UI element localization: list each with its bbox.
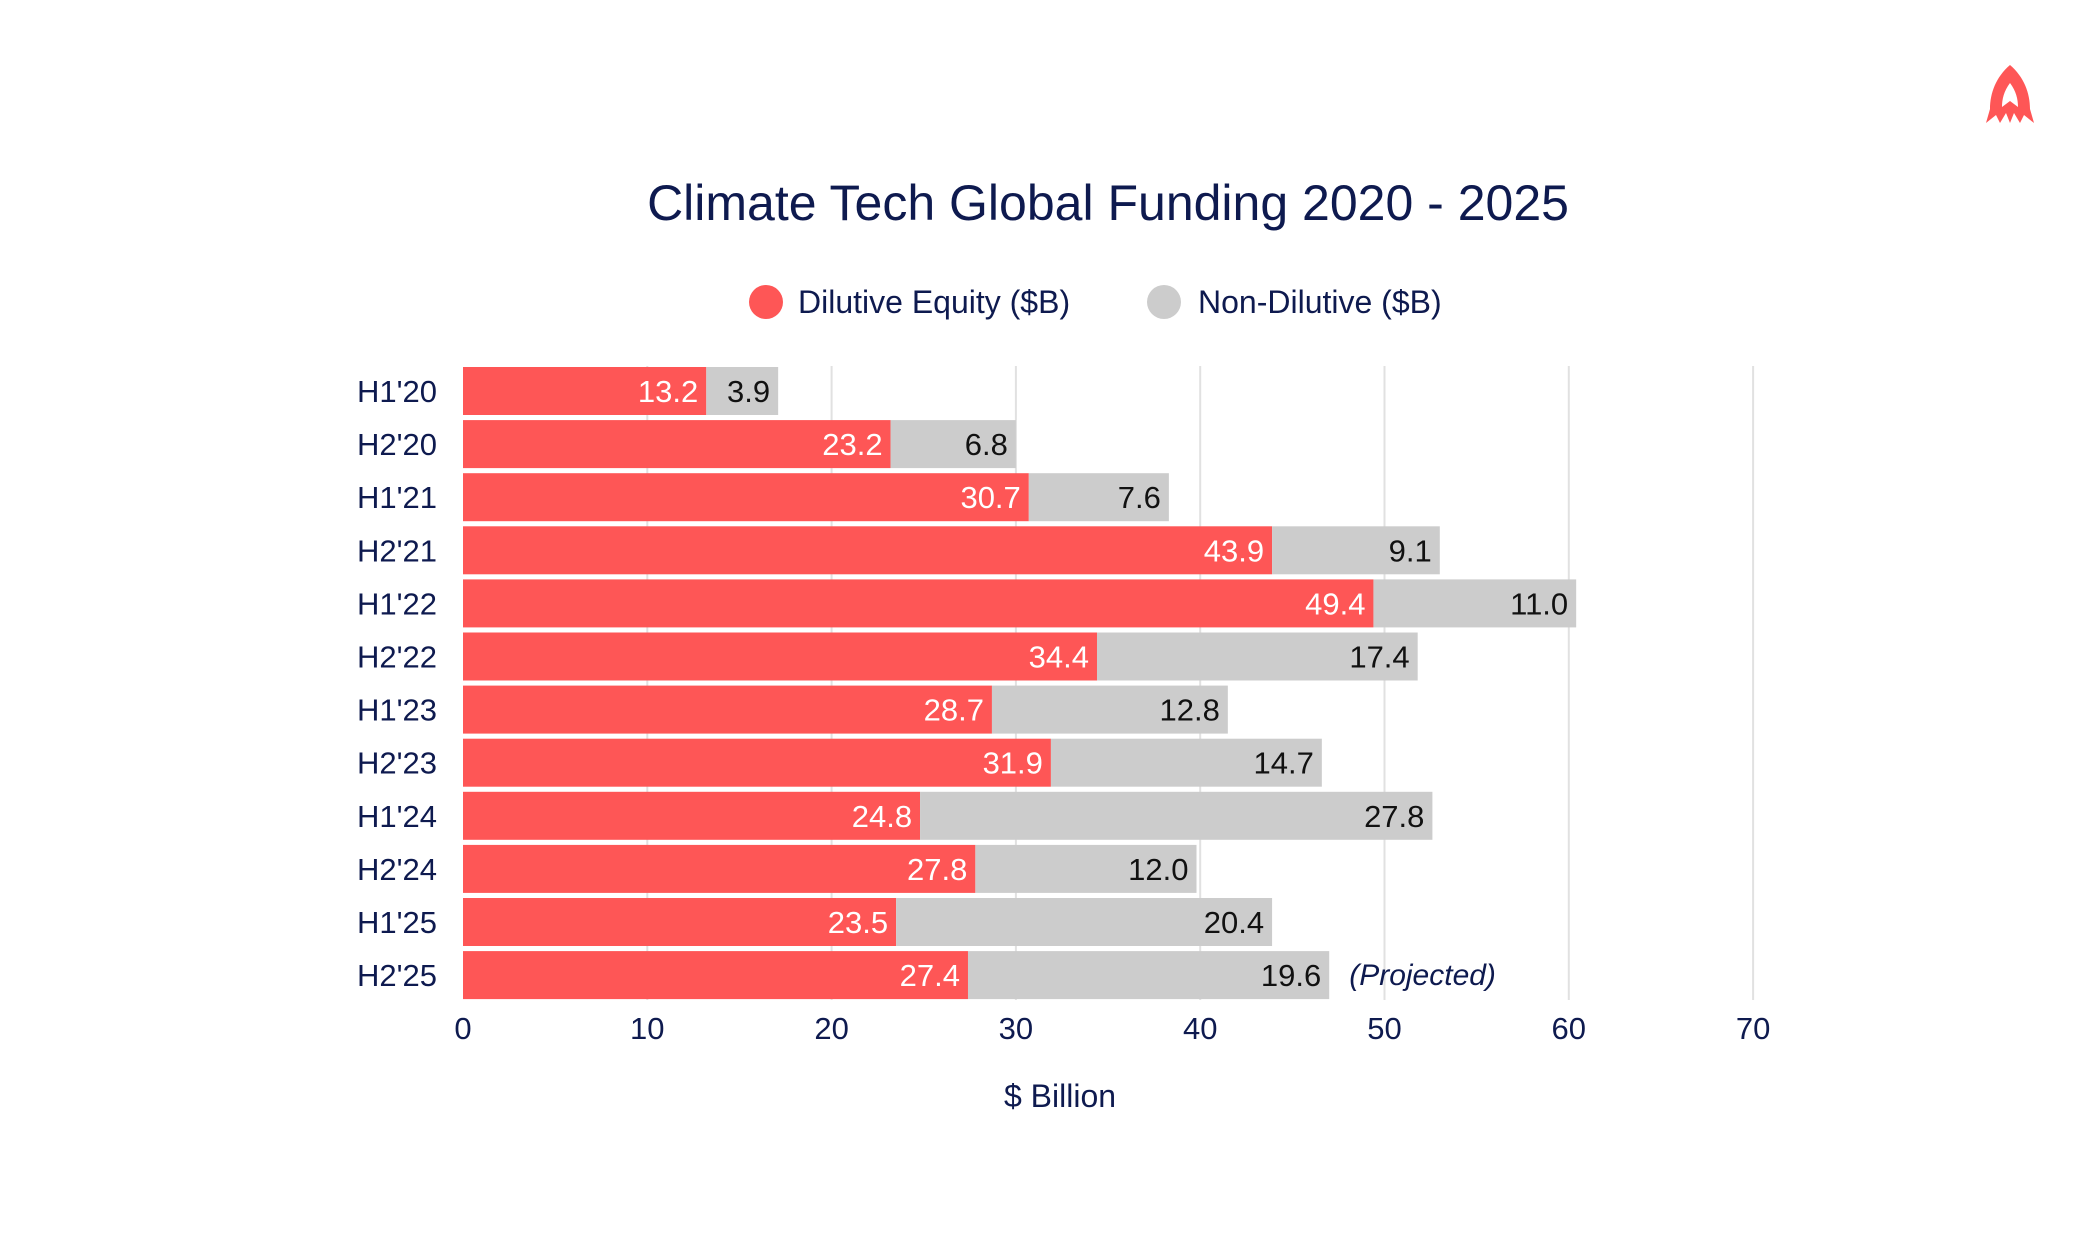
chart-title: Climate Tech Global Funding 2020 - 2025: [647, 175, 1569, 231]
bars: [463, 367, 1577, 1000]
category-label: H1'22: [357, 586, 437, 621]
value-label-non-dilutive: 27.8: [1364, 799, 1424, 834]
bar-non-dilutive[interactable]: [890, 420, 1016, 469]
category-label: H1'25: [357, 905, 437, 940]
value-label-non-dilutive: 19.6: [1261, 958, 1321, 993]
legend-label-dilutive: Dilutive Equity ($B): [798, 284, 1070, 320]
category-label: H1'23: [357, 693, 437, 728]
category-label: H2'22: [357, 640, 437, 675]
y-axis-categories: H1'20 H2'20 H1'21 H2'21 H1'22 H2'22 H1'23 H2'23…: [357, 374, 437, 993]
bar-non-dilutive[interactable]: [1272, 526, 1440, 575]
category-label: H2'23: [357, 746, 437, 781]
value-label-dilutive: 23.2: [822, 427, 882, 462]
x-axis-ticks: 0 10 20 30 40 50 60 70: [454, 1011, 1770, 1046]
x-tick-label: 30: [999, 1011, 1033, 1046]
value-label-non-dilutive: 9.1: [1389, 533, 1432, 568]
value-label-dilutive: 31.9: [983, 746, 1043, 781]
bar-dilutive[interactable]: [463, 738, 1051, 787]
bar-dilutive[interactable]: [463, 579, 1374, 628]
value-label-dilutive: 24.8: [852, 799, 912, 834]
x-tick-label: 70: [1736, 1011, 1770, 1046]
value-label-dilutive: 49.4: [1305, 586, 1365, 621]
category-label: H2'20: [357, 427, 437, 462]
brand-logo: [1986, 65, 2034, 123]
bar-non-dilutive[interactable]: [706, 367, 779, 415]
bar-non-dilutive[interactable]: [1050, 738, 1322, 787]
value-label-non-dilutive: 17.4: [1349, 640, 1409, 675]
category-label: H1'21: [357, 480, 437, 515]
x-tick-label: 20: [814, 1011, 848, 1046]
value-label-dilutive: 23.5: [828, 905, 888, 940]
category-label: H2'25: [357, 958, 437, 993]
gridlines: [646, 366, 1755, 1000]
value-label-non-dilutive: 14.7: [1253, 746, 1313, 781]
value-label-non-dilutive: 6.8: [965, 427, 1008, 462]
value-label-non-dilutive: 12.0: [1128, 852, 1188, 887]
value-label-dilutive: 27.4: [900, 958, 960, 993]
value-label-dilutive: 28.7: [924, 693, 984, 728]
value-label-dilutive: 43.9: [1204, 533, 1264, 568]
bar-non-dilutive[interactable]: [1373, 579, 1577, 628]
value-label-non-dilutive: 12.8: [1160, 693, 1220, 728]
bar-dilutive[interactable]: [463, 367, 707, 415]
bar-dilutive[interactable]: [463, 526, 1273, 575]
legend: Dilutive Equity ($B) Non-Dilutive ($B): [749, 284, 1442, 320]
legend-item-non-dilutive[interactable]: Non-Dilutive ($B): [1147, 284, 1442, 320]
bar-dilutive[interactable]: [463, 685, 992, 734]
value-label-dilutive: 27.8: [907, 852, 967, 887]
category-label: H1'20: [357, 374, 437, 409]
legend-label-non-dilutive: Non-Dilutive ($B): [1198, 284, 1442, 320]
bar-dilutive[interactable]: [463, 898, 897, 946]
category-label: H2'21: [357, 533, 437, 568]
x-tick-label: 0: [454, 1011, 471, 1046]
value-label-non-dilutive: 3.9: [727, 374, 770, 409]
value-label-non-dilutive: 20.4: [1204, 905, 1264, 940]
value-label-dilutive: 34.4: [1029, 640, 1089, 675]
category-label: H1'24: [357, 799, 437, 834]
bar-dilutive[interactable]: [463, 951, 968, 1000]
bar-non-dilutive[interactable]: [896, 898, 1273, 946]
bar-dilutive[interactable]: [463, 791, 921, 840]
x-tick-label: 40: [1183, 1011, 1217, 1046]
value-labels: 13.2 3.9 23.2 6.8 30.7 7.6 43.9 9.1 49.4 11.0 34.4…: [638, 374, 1568, 993]
legend-marker-non-dilutive: [1147, 285, 1181, 319]
legend-marker-dilutive: [749, 285, 783, 319]
value-label-non-dilutive: 7.6: [1118, 480, 1161, 515]
bar-non-dilutive[interactable]: [975, 844, 1197, 893]
bar-dilutive[interactable]: [463, 632, 1097, 681]
x-tick-label: 50: [1367, 1011, 1401, 1046]
projected-annotation: (Projected): [1349, 959, 1496, 992]
value-label-dilutive: 13.2: [638, 374, 698, 409]
bar-dilutive[interactable]: [463, 844, 976, 893]
bar-non-dilutive[interactable]: [920, 791, 1433, 840]
x-axis-title: $ Billion: [1004, 1078, 1116, 1114]
value-label-dilutive: 30.7: [960, 480, 1020, 515]
x-tick-label: 10: [630, 1011, 664, 1046]
bar-dilutive[interactable]: [463, 420, 891, 469]
bar-non-dilutive[interactable]: [1028, 473, 1169, 522]
bar-dilutive[interactable]: [463, 473, 1029, 522]
bar-non-dilutive[interactable]: [1096, 632, 1418, 681]
x-tick-label: 60: [1552, 1011, 1586, 1046]
category-label: H2'24: [357, 852, 437, 887]
bar-non-dilutive[interactable]: [967, 951, 1330, 1000]
bar-non-dilutive[interactable]: [991, 685, 1228, 734]
legend-item-dilutive[interactable]: Dilutive Equity ($B): [749, 284, 1070, 320]
rocket-logo-icon: [1986, 65, 2034, 123]
value-label-non-dilutive: 11.0: [1510, 586, 1568, 621]
